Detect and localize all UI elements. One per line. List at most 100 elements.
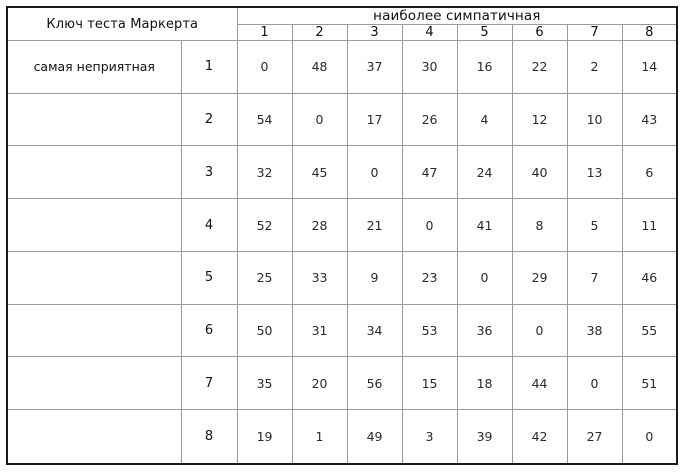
cell: 34: [346, 303, 403, 358]
cell: 40: [511, 145, 568, 200]
group-header-most-likeable: наиболее симпатичная: [236, 6, 678, 25]
cell: 12: [511, 92, 568, 147]
cell: 55: [621, 303, 678, 358]
table-row: 5 25 33 9 23 0 29 7 46: [6, 250, 678, 305]
row-number: 5: [180, 250, 238, 305]
header-row-top: Ключ теста Маркерта наиболее симпатичная: [6, 6, 678, 41]
row-number: 6: [180, 303, 238, 358]
column-header-3: 3: [346, 24, 403, 41]
row-number: 7: [180, 356, 238, 411]
table-row: 6 50 31 34 53 36 0 38 55: [6, 303, 678, 358]
cell: 36: [456, 303, 513, 358]
cell: 30: [401, 40, 458, 94]
cell: 44: [511, 356, 568, 411]
row-label-empty: [6, 198, 182, 252]
cell: 23: [401, 250, 458, 305]
table-body: самая неприятная 1 0 48 37 30 16 22 2 14…: [6, 40, 678, 465]
cell: 15: [401, 356, 458, 411]
cell: 6: [621, 145, 678, 200]
cell: 28: [291, 198, 348, 252]
cell: 9: [346, 250, 403, 305]
column-header-5: 5: [456, 24, 513, 41]
cell: 37: [346, 40, 403, 94]
cell: 3: [401, 409, 458, 465]
row-number: 2: [180, 92, 238, 147]
table-header: Ключ теста Маркерта наиболее симпатичная…: [6, 6, 678, 41]
row-label-empty: [6, 409, 182, 465]
cell: 20: [291, 356, 348, 411]
cell: 24: [456, 145, 513, 200]
cell: 10: [566, 92, 623, 147]
cell: 0: [236, 40, 293, 94]
corner-header-title: Ключ теста Маркерта: [6, 6, 238, 41]
row-axis-label: самая неприятная: [6, 40, 182, 94]
row-label-empty: [6, 356, 182, 411]
cell: 47: [401, 145, 458, 200]
cell: 1: [291, 409, 348, 465]
column-header-4: 4: [401, 24, 458, 41]
cell: 51: [621, 356, 678, 411]
cell: 42: [511, 409, 568, 465]
cell: 43: [621, 92, 678, 147]
cell: 50: [236, 303, 293, 358]
cell: 0: [621, 409, 678, 465]
cell: 22: [511, 40, 568, 94]
row-label-empty: [6, 303, 182, 358]
cell: 26: [401, 92, 458, 147]
table-row: 3 32 45 0 47 24 40 13 6: [6, 145, 678, 200]
column-header-7: 7: [566, 24, 623, 41]
cell: 4: [456, 92, 513, 147]
cell: 39: [456, 409, 513, 465]
row-number: 8: [180, 409, 238, 465]
cell: 38: [566, 303, 623, 358]
cell: 0: [456, 250, 513, 305]
table-row: 7 35 20 56 15 18 44 0 51: [6, 356, 678, 411]
row-label-empty: [6, 145, 182, 200]
cell: 0: [511, 303, 568, 358]
row-number: 3: [180, 145, 238, 200]
cell: 0: [566, 356, 623, 411]
cell: 18: [456, 356, 513, 411]
cell: 5: [566, 198, 623, 252]
row-number: 4: [180, 198, 238, 252]
cell: 54: [236, 92, 293, 147]
markert-test-matrix: Ключ теста Маркерта наиболее симпатичная…: [6, 6, 679, 465]
column-header-2: 2: [291, 24, 348, 41]
cell: 31: [291, 303, 348, 358]
table-row: 2 54 0 17 26 4 12 10 43: [6, 92, 678, 147]
cell: 7: [566, 250, 623, 305]
table-row: самая неприятная 1 0 48 37 30 16 22 2 14: [6, 40, 678, 94]
table-row: 8 19 1 49 3 39 42 27 0: [6, 409, 678, 465]
cell: 56: [346, 356, 403, 411]
cell: 21: [346, 198, 403, 252]
cell: 19: [236, 409, 293, 465]
cell: 46: [621, 250, 678, 305]
cell: 11: [621, 198, 678, 252]
cell: 49: [346, 409, 403, 465]
cell: 41: [456, 198, 513, 252]
cell: 29: [511, 250, 568, 305]
cell: 27: [566, 409, 623, 465]
cell: 0: [401, 198, 458, 252]
cell: 48: [291, 40, 348, 94]
cell: 8: [511, 198, 568, 252]
cell: 0: [291, 92, 348, 147]
cell: 35: [236, 356, 293, 411]
cell: 32: [236, 145, 293, 200]
cell: 33: [291, 250, 348, 305]
cell: 25: [236, 250, 293, 305]
row-label-empty: [6, 92, 182, 147]
cell: 52: [236, 198, 293, 252]
header-row-columns: 1 2 3 4 5 6 7 8: [7, 24, 678, 41]
cell: 14: [621, 40, 678, 94]
cell: 45: [291, 145, 348, 200]
cell: 2: [566, 40, 623, 94]
cell: 17: [346, 92, 403, 147]
cell: 16: [456, 40, 513, 94]
column-header-6: 6: [511, 24, 568, 41]
row-number: 1: [180, 40, 238, 94]
column-header-8: 8: [621, 24, 678, 41]
row-label-empty: [6, 250, 182, 305]
cell: 0: [346, 145, 403, 200]
